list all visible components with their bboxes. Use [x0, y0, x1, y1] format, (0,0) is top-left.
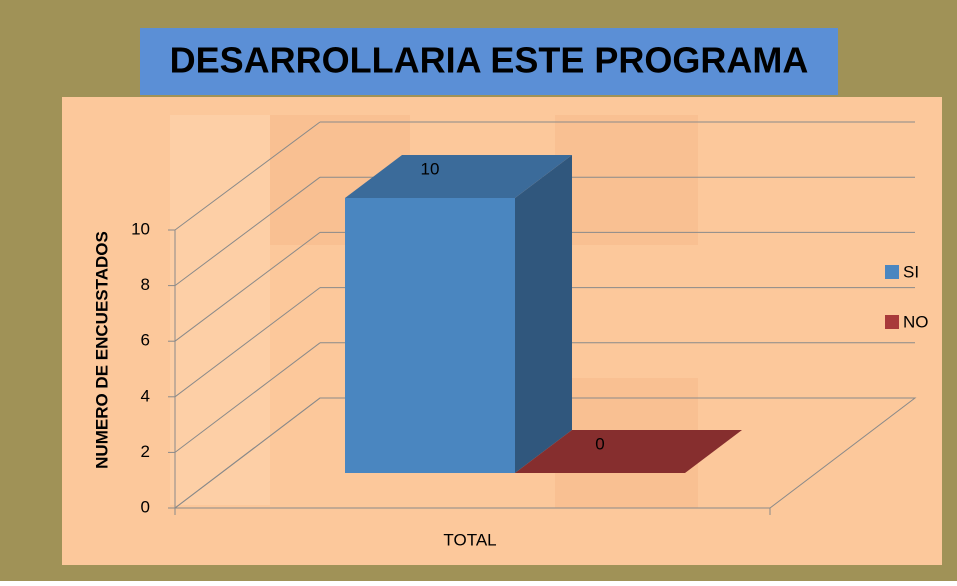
y-tick-label: 2: [141, 442, 150, 461]
y-tick-label: 0: [141, 497, 150, 516]
title-box: [140, 28, 838, 95]
chart-title: DESARROLLARIA ESTE PROGRAMA: [170, 40, 809, 81]
x-tick-label: TOTAL: [443, 530, 496, 549]
bar-top: [345, 155, 572, 198]
bar-top: [515, 430, 742, 473]
bar: [515, 430, 742, 473]
legend-label: NO: [903, 312, 929, 331]
grid-line: [174, 232, 321, 342]
grid-line: [174, 342, 321, 453]
wall-band: [170, 115, 270, 505]
legend-label: SI: [903, 262, 919, 281]
y-tick-label: 6: [141, 331, 150, 350]
legend-swatch: [885, 265, 899, 279]
y-axis-label: NUMERO DE ENCUESTADOS: [92, 231, 111, 469]
grid-line: [174, 121, 321, 231]
wall-band: [555, 115, 698, 245]
grid-line: [174, 397, 321, 509]
legend-swatch: [885, 315, 899, 329]
bar-side: [515, 155, 572, 473]
grid-line: [174, 176, 321, 287]
y-tick-label: 8: [141, 275, 150, 294]
bar: [345, 155, 572, 473]
y-tick-label: 4: [141, 386, 150, 405]
bar-front: [345, 198, 515, 473]
grid-line: [174, 287, 321, 398]
data-label: 0: [595, 434, 604, 453]
y-tick-label: 10: [131, 219, 150, 238]
data-label: 10: [421, 159, 440, 178]
